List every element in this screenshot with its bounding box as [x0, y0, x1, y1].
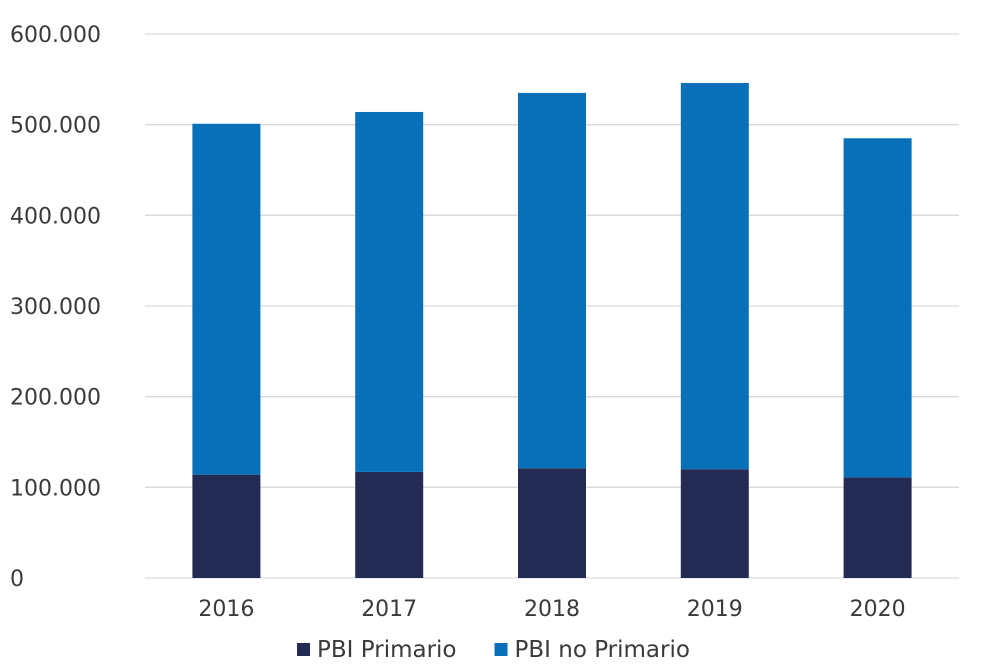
legend-swatch — [297, 643, 311, 656]
y-tick-label: 100.000 — [10, 476, 101, 501]
x-tick-label: 2019 — [687, 597, 743, 622]
bar-pbi-no-primario-2016 — [192, 123, 261, 475]
legend: PBI Primario PBI no Primario — [297, 637, 690, 663]
x-tick-label: 2018 — [524, 597, 580, 622]
y-axis: 0 100.000 200.000 300.000 400.000 500.000 600.… — [10, 23, 101, 592]
x-tick-label: 2016 — [198, 597, 254, 622]
y-tick-label: 400.000 — [10, 204, 101, 229]
bar-pbi-no-primario-2018 — [518, 92, 586, 469]
legend-label: PBI Primario — [317, 637, 456, 663]
y-tick-label: 500.000 — [10, 114, 101, 139]
bar-pbi-primario-2016 — [192, 474, 261, 578]
y-tick-label: 600.000 — [10, 23, 101, 48]
x-tick-label: 2017 — [361, 597, 417, 622]
bars — [192, 82, 912, 578]
y-tick-label: 300.000 — [10, 295, 101, 320]
legend-swatch — [494, 643, 508, 656]
y-tick-label: 0 — [10, 567, 24, 592]
x-axis: 2016 2017 2018 2019 2020 — [198, 597, 905, 622]
bar-pbi-no-primario-2019 — [680, 82, 749, 470]
bar-pbi-primario-2019 — [680, 469, 749, 578]
bar-pbi-primario-2020 — [843, 477, 912, 578]
x-tick-label: 2020 — [850, 597, 906, 622]
y-tick-label: 200.000 — [10, 386, 101, 411]
bar-pbi-no-primario-2020 — [843, 138, 912, 478]
legend-label: PBI no Primario — [515, 637, 690, 663]
bar-pbi-primario-2017 — [355, 471, 424, 578]
bar-pbi-primario-2018 — [518, 468, 586, 578]
bar-pbi-no-primario-2017 — [355, 111, 424, 472]
